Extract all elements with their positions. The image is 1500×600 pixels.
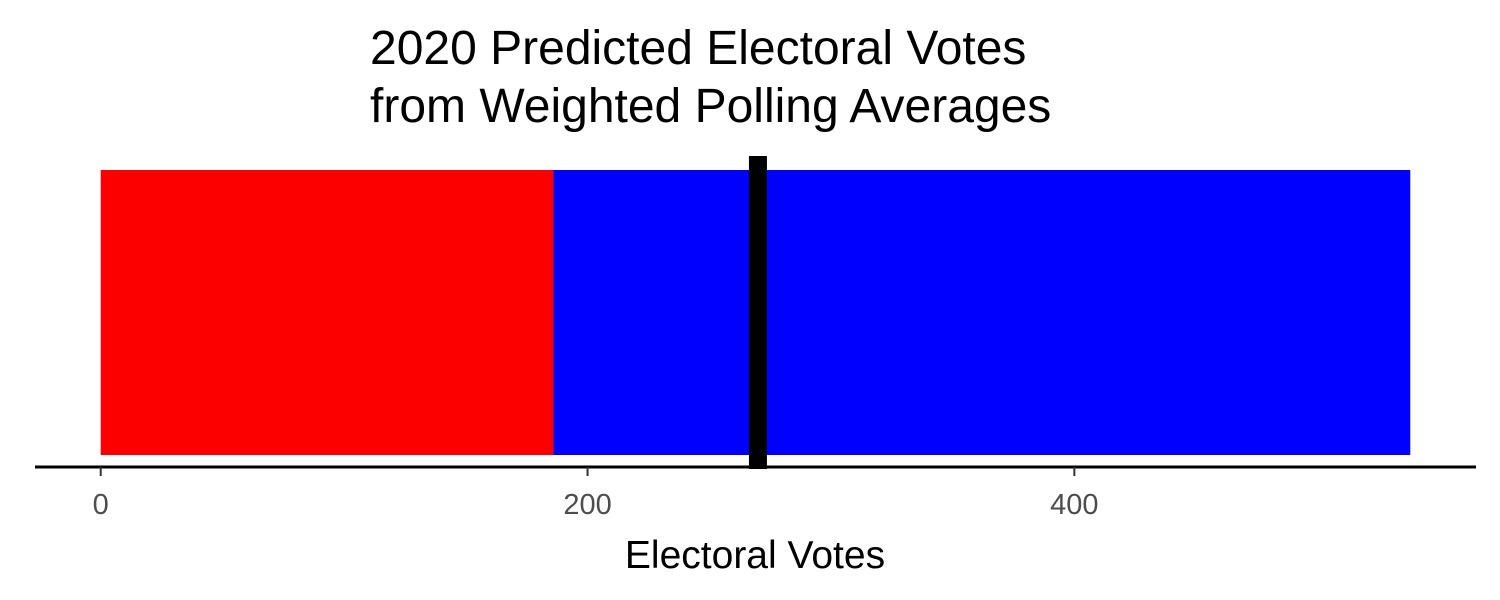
majority-reference-line [748, 156, 767, 469]
x-tick-label: 400 [1050, 489, 1098, 521]
x-tick-label: 200 [563, 489, 611, 521]
x-tick-label: 0 [93, 489, 109, 521]
bar-segment-1 [100, 170, 554, 455]
bars-layer [100, 156, 1411, 469]
chart-title-line-1: 2020 Predicted Electoral Votes [370, 22, 1026, 75]
x-axis-ticks: 0 200 400 [93, 467, 1099, 521]
chart-title-line-2: from Weighted Polling Averages [370, 80, 1051, 133]
bar-segment-2 [553, 170, 1411, 455]
x-axis-title: Electoral Votes [625, 534, 885, 577]
